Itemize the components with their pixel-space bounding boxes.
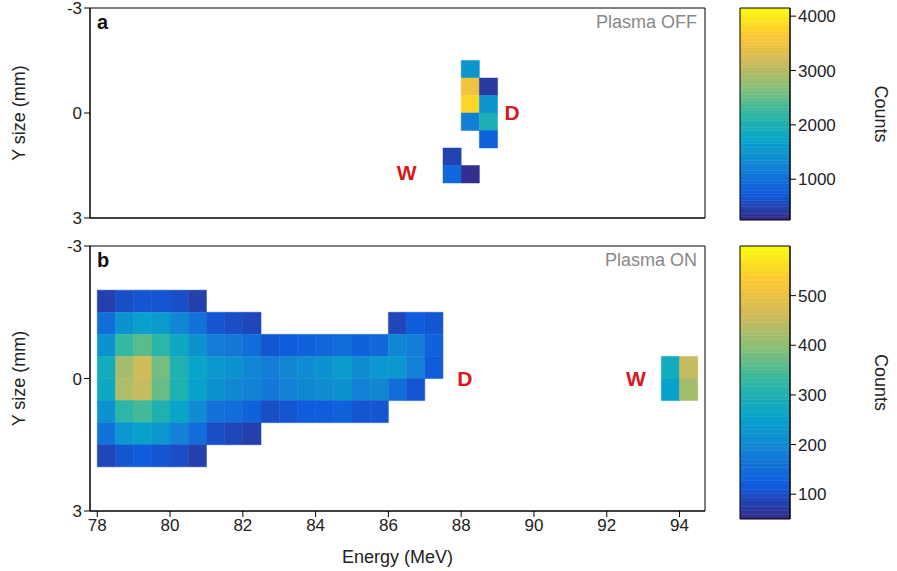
svg-text:84: 84 <box>306 516 325 535</box>
svg-text:W: W <box>626 367 646 390</box>
svg-text:3: 3 <box>73 502 82 521</box>
html-text:b: b <box>97 249 110 271</box>
svg-text:-3: -3 <box>67 237 82 256</box>
svg-text:500: 500 <box>798 287 826 306</box>
svg-text:86: 86 <box>379 516 398 535</box>
svg-text:Counts: Counts <box>871 85 890 142</box>
svg-text:78: 78 <box>88 516 107 535</box>
html-text:Plasma ON: Plasma ON <box>605 250 697 270</box>
svg-text:3: 3 <box>73 209 82 228</box>
svg-text:0: 0 <box>73 370 82 389</box>
svg-text:80: 80 <box>161 516 180 535</box>
svg-text:Energy (MeV): Energy (MeV) <box>342 547 453 567</box>
svg-text:2000: 2000 <box>798 116 836 135</box>
html-text:Plasma OFF: Plasma OFF <box>596 12 697 32</box>
svg-text:-3: -3 <box>67 0 82 18</box>
svg-text:200: 200 <box>798 436 826 455</box>
svg-text:94: 94 <box>670 516 689 535</box>
svg-text:400: 400 <box>798 336 826 355</box>
svg-text:90: 90 <box>525 516 544 535</box>
svg-text:3000: 3000 <box>798 62 836 81</box>
svg-text:88: 88 <box>452 516 471 535</box>
svg-text:4000: 4000 <box>798 7 836 26</box>
svg-text:Y size (mm): Y size (mm) <box>9 65 29 161</box>
svg-text:Counts: Counts <box>871 354 890 411</box>
svg-text:100: 100 <box>798 485 826 504</box>
svg-text:D: D <box>505 101 520 124</box>
html-text:a: a <box>97 11 109 33</box>
svg-text:300: 300 <box>798 386 826 405</box>
svg-text:82: 82 <box>233 516 252 535</box>
svg-text:92: 92 <box>597 516 616 535</box>
svg-text:W: W <box>397 161 417 184</box>
svg-text:1000: 1000 <box>798 170 836 189</box>
svg-text:0: 0 <box>73 104 82 123</box>
svg-text:Y size (mm): Y size (mm) <box>9 331 29 427</box>
svg-text:D: D <box>457 367 472 390</box>
